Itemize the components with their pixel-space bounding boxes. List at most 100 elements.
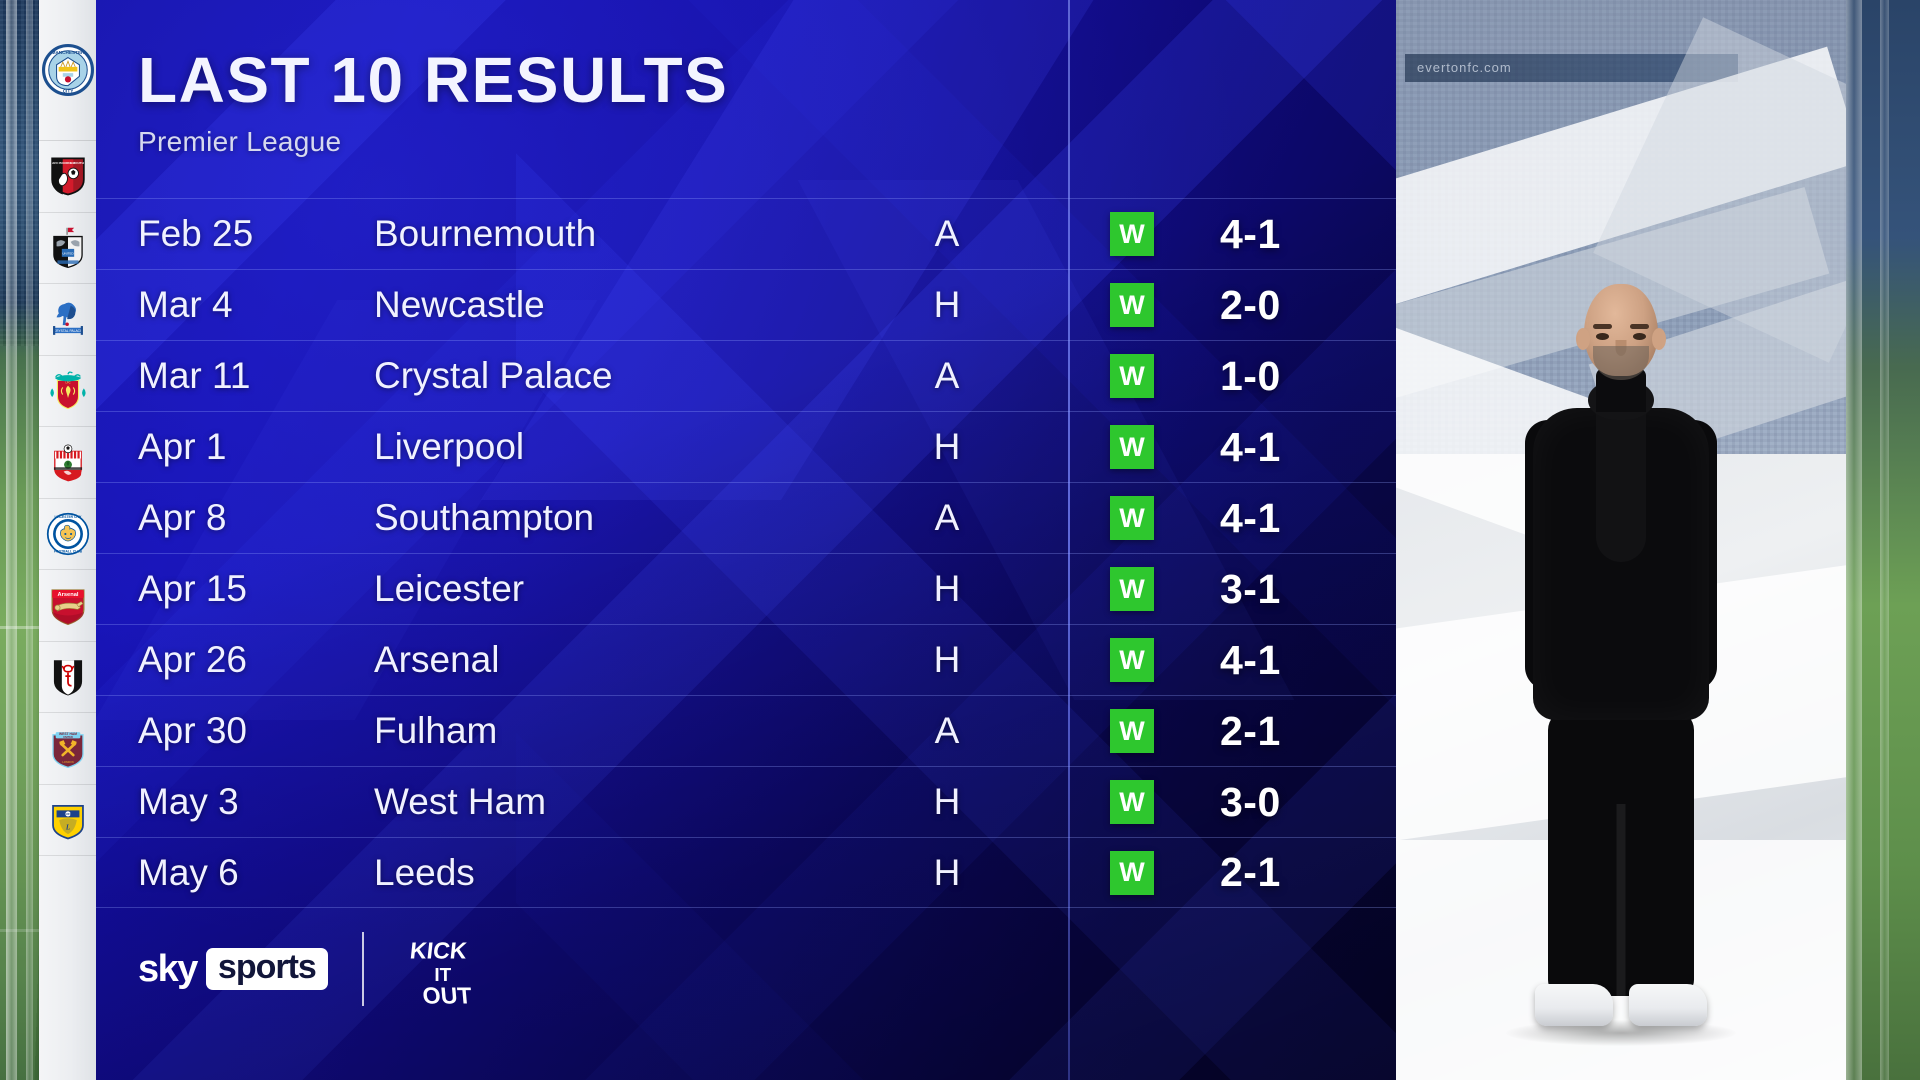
advert-board-text: evertonfc.com [1417,60,1512,75]
cell-result: W [1068,496,1196,540]
cell-opponent: West Ham [374,781,547,822]
cell-venue: H [933,781,961,822]
west-ham-crest-icon: WEST HAM UNITED LONDON [51,732,84,769]
stanchion-post [6,0,17,1080]
cell-score: 4-1 [1220,210,1281,257]
table-row[interactable]: Apr 8 Southampton A W 4-1 [96,482,1396,553]
figure-lapel [1596,412,1646,562]
cell-date: Apr 15 [138,568,248,609]
crest-rail-spacer [39,856,96,1080]
table-row[interactable]: Apr 15 Leicester H W 3-1 [96,553,1396,624]
cell-venue: A [934,355,960,396]
svg-text:L: L [64,823,69,831]
cell-venue: H [933,284,961,325]
svg-text:Arsenal: Arsenal [57,592,78,598]
status-badge: W [1110,354,1154,398]
crest-cell-arsenal[interactable]: Arsenal [39,570,96,642]
cell-score: 4-1 [1220,423,1281,470]
crest-cell-west-ham[interactable]: WEST HAM UNITED LONDON [39,713,96,785]
figure-brow-left [1593,324,1612,329]
cell-venue: H [933,639,961,680]
footer-separator [361,932,364,1006]
cell-score: 4-1 [1220,636,1281,683]
crest-cell-newcastle[interactable]: UNITED [39,213,96,284]
cell-opponent: Fulham [374,710,498,751]
svg-text:CITY: CITY [62,88,74,93]
cell-date: Apr 26 [138,639,248,680]
status-badge: W [1110,283,1154,327]
kick-it-out-icon: KICK IT OUT [409,938,473,1009]
cell-opponent: Leicester [374,568,525,609]
crest-cell-manchester-city[interactable]: MANCHESTER CITY [39,0,96,141]
table-row[interactable]: Mar 11 Crystal Palace A W 1-0 [96,340,1396,411]
crest-cell-fulham[interactable] [39,642,96,713]
svg-text:LUFC: LUFC [63,812,72,816]
status-badge: W [1110,638,1154,682]
status-badge: W [1110,496,1154,540]
results-table: Feb 25 Bournemouth A W 4-1 Mar 4 Newcastle H W 2-… [96,198,1396,908]
figure-eye-left [1596,333,1609,340]
svg-text:WEST HAM: WEST HAM [59,732,77,736]
svg-text:CRYSTAL PALACE: CRYSTAL PALACE [53,329,82,333]
page-subtitle: Premier League [138,126,342,157]
page-title: LAST 10 RESULTS [138,44,729,116]
cell-opponent: Crystal Palace [374,355,613,396]
svg-text:OUT: OUT [421,982,472,1008]
fulham-crest-icon [53,660,82,696]
table-row[interactable]: May 3 West Ham H W 3-0 [96,766,1396,837]
cell-result: W [1068,709,1196,753]
cell-opponent: Newcastle [374,284,545,325]
cell-result: W [1068,780,1196,824]
status-badge: W [1110,212,1154,256]
sports-logo-word: sports [205,947,328,991]
results-panel: LAST 10 RESULTS Premier League Feb 25 Bou… [96,0,1396,1080]
figure-leg-split [1616,804,1626,996]
crest-cell-liverpool[interactable]: LFC [39,356,96,427]
crest-cell-leicester[interactable]: LEICESTER CITY FOOTBALL CLUB [39,499,96,570]
cell-score: 2-0 [1220,281,1281,328]
vertical-divider [1068,0,1070,1080]
leeds-crest-icon: LUFC L [51,804,84,840]
figure-ear-left [1576,328,1590,350]
svg-text:LFC: LFC [65,380,70,384]
svg-text:LONDON: LONDON [62,760,73,764]
sky-sports-logo: sky sports [138,948,328,991]
crest-cell-bournemouth[interactable]: AFC BOURNEMOUTH [39,141,96,213]
cell-date: Apr 1 [138,426,227,467]
arsenal-crest-icon: Arsenal [51,589,84,626]
cell-date: Mar 4 [138,284,233,325]
table-row[interactable]: Apr 30 Fulham A W 2-1 [96,695,1396,766]
cell-score: 1-0 [1220,352,1281,399]
svg-text:IT: IT [434,965,451,986]
crest-cell-crystal-palace[interactable]: CRYSTAL PALACE [39,284,96,356]
cell-result: W [1068,850,1196,895]
status-badge: W [1110,567,1154,611]
cell-date: Feb 25 [138,213,254,254]
figure-ear-right [1652,328,1666,350]
status-badge: W [1110,709,1154,753]
table-row[interactable]: Apr 1 Liverpool H W 4-1 [96,411,1396,482]
cell-result: W [1068,354,1196,398]
cell-result: W [1068,638,1196,682]
crest-cell-southampton[interactable] [39,427,96,499]
cell-score: 3-1 [1220,565,1281,612]
kick-it-out-logo: KICK IT OUT [398,926,484,1012]
table-row[interactable]: Feb 25 Bournemouth A W 4-1 [96,198,1396,269]
figure-shoe-right [1629,984,1707,1026]
table-row[interactable]: May 6 Leeds H W 2-1 [96,837,1396,908]
status-badge: W [1110,850,1154,895]
cell-score: 4-1 [1220,494,1281,541]
table-row[interactable]: Apr 26 Arsenal H W 4-1 [96,624,1396,695]
manchester-city-crest-icon: MANCHESTER CITY [41,44,94,96]
southampton-crest-icon [53,444,82,482]
figure-eye-right [1633,333,1646,340]
cell-opponent: Southampton [374,497,595,538]
advert-board: evertonfc.com [1405,54,1738,82]
cell-opponent: Leeds [374,851,475,893]
crest-cell-leeds[interactable]: LUFC L [39,785,96,856]
crystal-palace-crest-icon: CRYSTAL PALACE [52,302,83,336]
cell-result: W [1068,283,1196,327]
cell-venue: A [934,213,960,254]
table-row[interactable]: Mar 4 Newcastle H W 2-0 [96,269,1396,340]
cell-venue: A [934,710,960,751]
